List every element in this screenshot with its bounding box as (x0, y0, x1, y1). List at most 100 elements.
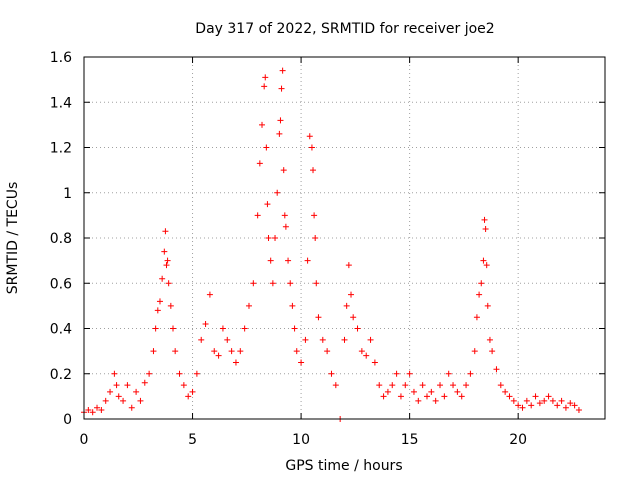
data-point (265, 235, 272, 241)
data-point (554, 402, 561, 409)
data-point (558, 397, 565, 404)
data-point (287, 280, 294, 287)
data-point (575, 406, 582, 413)
data-point (124, 382, 131, 389)
data-point (458, 393, 465, 400)
data-point (419, 382, 426, 389)
data-point (350, 314, 357, 321)
data-point (480, 257, 487, 264)
data-point (167, 302, 174, 309)
y-tick-label: 0.8 (50, 231, 72, 247)
data-point (161, 248, 168, 255)
data-point (237, 348, 244, 355)
x-tick-label: 20 (509, 432, 527, 448)
data-point (348, 291, 355, 298)
data-point (107, 388, 114, 395)
data-point (506, 393, 513, 400)
data-point (502, 388, 509, 395)
data-point (410, 388, 417, 395)
axis-ticks: 0 0.2 0.4 0.6 0.8 1 1.2 1.4 1.6 0 5 10 15 20 (50, 50, 605, 448)
data-point (180, 382, 187, 389)
data-point (159, 275, 166, 282)
data-point (115, 393, 122, 400)
data-point (120, 397, 127, 404)
data-point (185, 393, 192, 400)
data-point (228, 348, 235, 355)
data-point (493, 366, 500, 373)
data-point (189, 388, 196, 395)
x-axis-label: GPS time / hours (285, 458, 402, 474)
data-point (291, 325, 298, 332)
data-point (146, 370, 153, 377)
data-point (482, 225, 489, 232)
data-point (415, 397, 422, 404)
data-point (113, 382, 120, 389)
data-point (250, 280, 257, 287)
data-point (261, 83, 268, 90)
data-point (341, 336, 348, 343)
data-point (298, 359, 305, 366)
data-point (170, 325, 177, 332)
data-point (473, 314, 480, 321)
data-point (515, 402, 522, 409)
y-tick-label: 1.4 (50, 95, 72, 111)
data-point (262, 74, 269, 81)
data-point (376, 382, 383, 389)
data-point (445, 370, 452, 377)
data-point (389, 382, 396, 389)
data-point (215, 352, 222, 359)
data-point (371, 359, 378, 366)
data-point (285, 257, 292, 264)
data-point (393, 370, 400, 377)
data-point (441, 393, 448, 400)
data-point (567, 400, 574, 407)
data-point (484, 302, 491, 309)
data-point (193, 370, 200, 377)
y-tick-label: 1.2 (50, 141, 72, 157)
data-point (102, 397, 109, 404)
data-point (156, 298, 163, 305)
data-point (278, 85, 285, 92)
data-point (450, 382, 457, 389)
data-point (128, 404, 135, 411)
data-point (562, 404, 569, 411)
y-axis-label: SRMTID / TECUs (5, 182, 21, 295)
data-point (85, 406, 92, 413)
y-tick-label: 1 (63, 186, 72, 202)
data-point (232, 359, 239, 366)
data-point (274, 189, 281, 196)
chart-title: Day 317 of 2022, SRMTID for receiver joe… (195, 21, 494, 37)
x-tick-label: 10 (292, 432, 310, 448)
data-point (263, 144, 270, 151)
data-point (89, 409, 96, 416)
data-point (481, 216, 488, 223)
data-point (471, 348, 478, 355)
data-point (162, 228, 169, 235)
data-point (289, 302, 296, 309)
data-point (94, 404, 101, 411)
data-point (332, 382, 339, 389)
data-point (345, 262, 352, 269)
data-point (532, 393, 539, 400)
data-point (432, 397, 439, 404)
data-point (111, 370, 118, 377)
data-point (476, 291, 483, 298)
data-point (304, 257, 311, 264)
data-point (319, 336, 326, 343)
data-point (206, 291, 213, 298)
y-tick-label: 0.6 (50, 276, 72, 292)
data-point (384, 388, 391, 395)
y-tick-label: 1.6 (50, 50, 72, 66)
data-point (549, 397, 556, 404)
data-point (137, 397, 144, 404)
data-point (245, 302, 252, 309)
data-point (163, 262, 170, 269)
data-point (437, 382, 444, 389)
data-point (302, 336, 309, 343)
data-point (267, 257, 274, 264)
x-tick-label: 15 (401, 432, 419, 448)
data-point (571, 402, 578, 409)
data-point (279, 67, 286, 74)
data-point (150, 348, 157, 355)
grid (84, 57, 605, 419)
